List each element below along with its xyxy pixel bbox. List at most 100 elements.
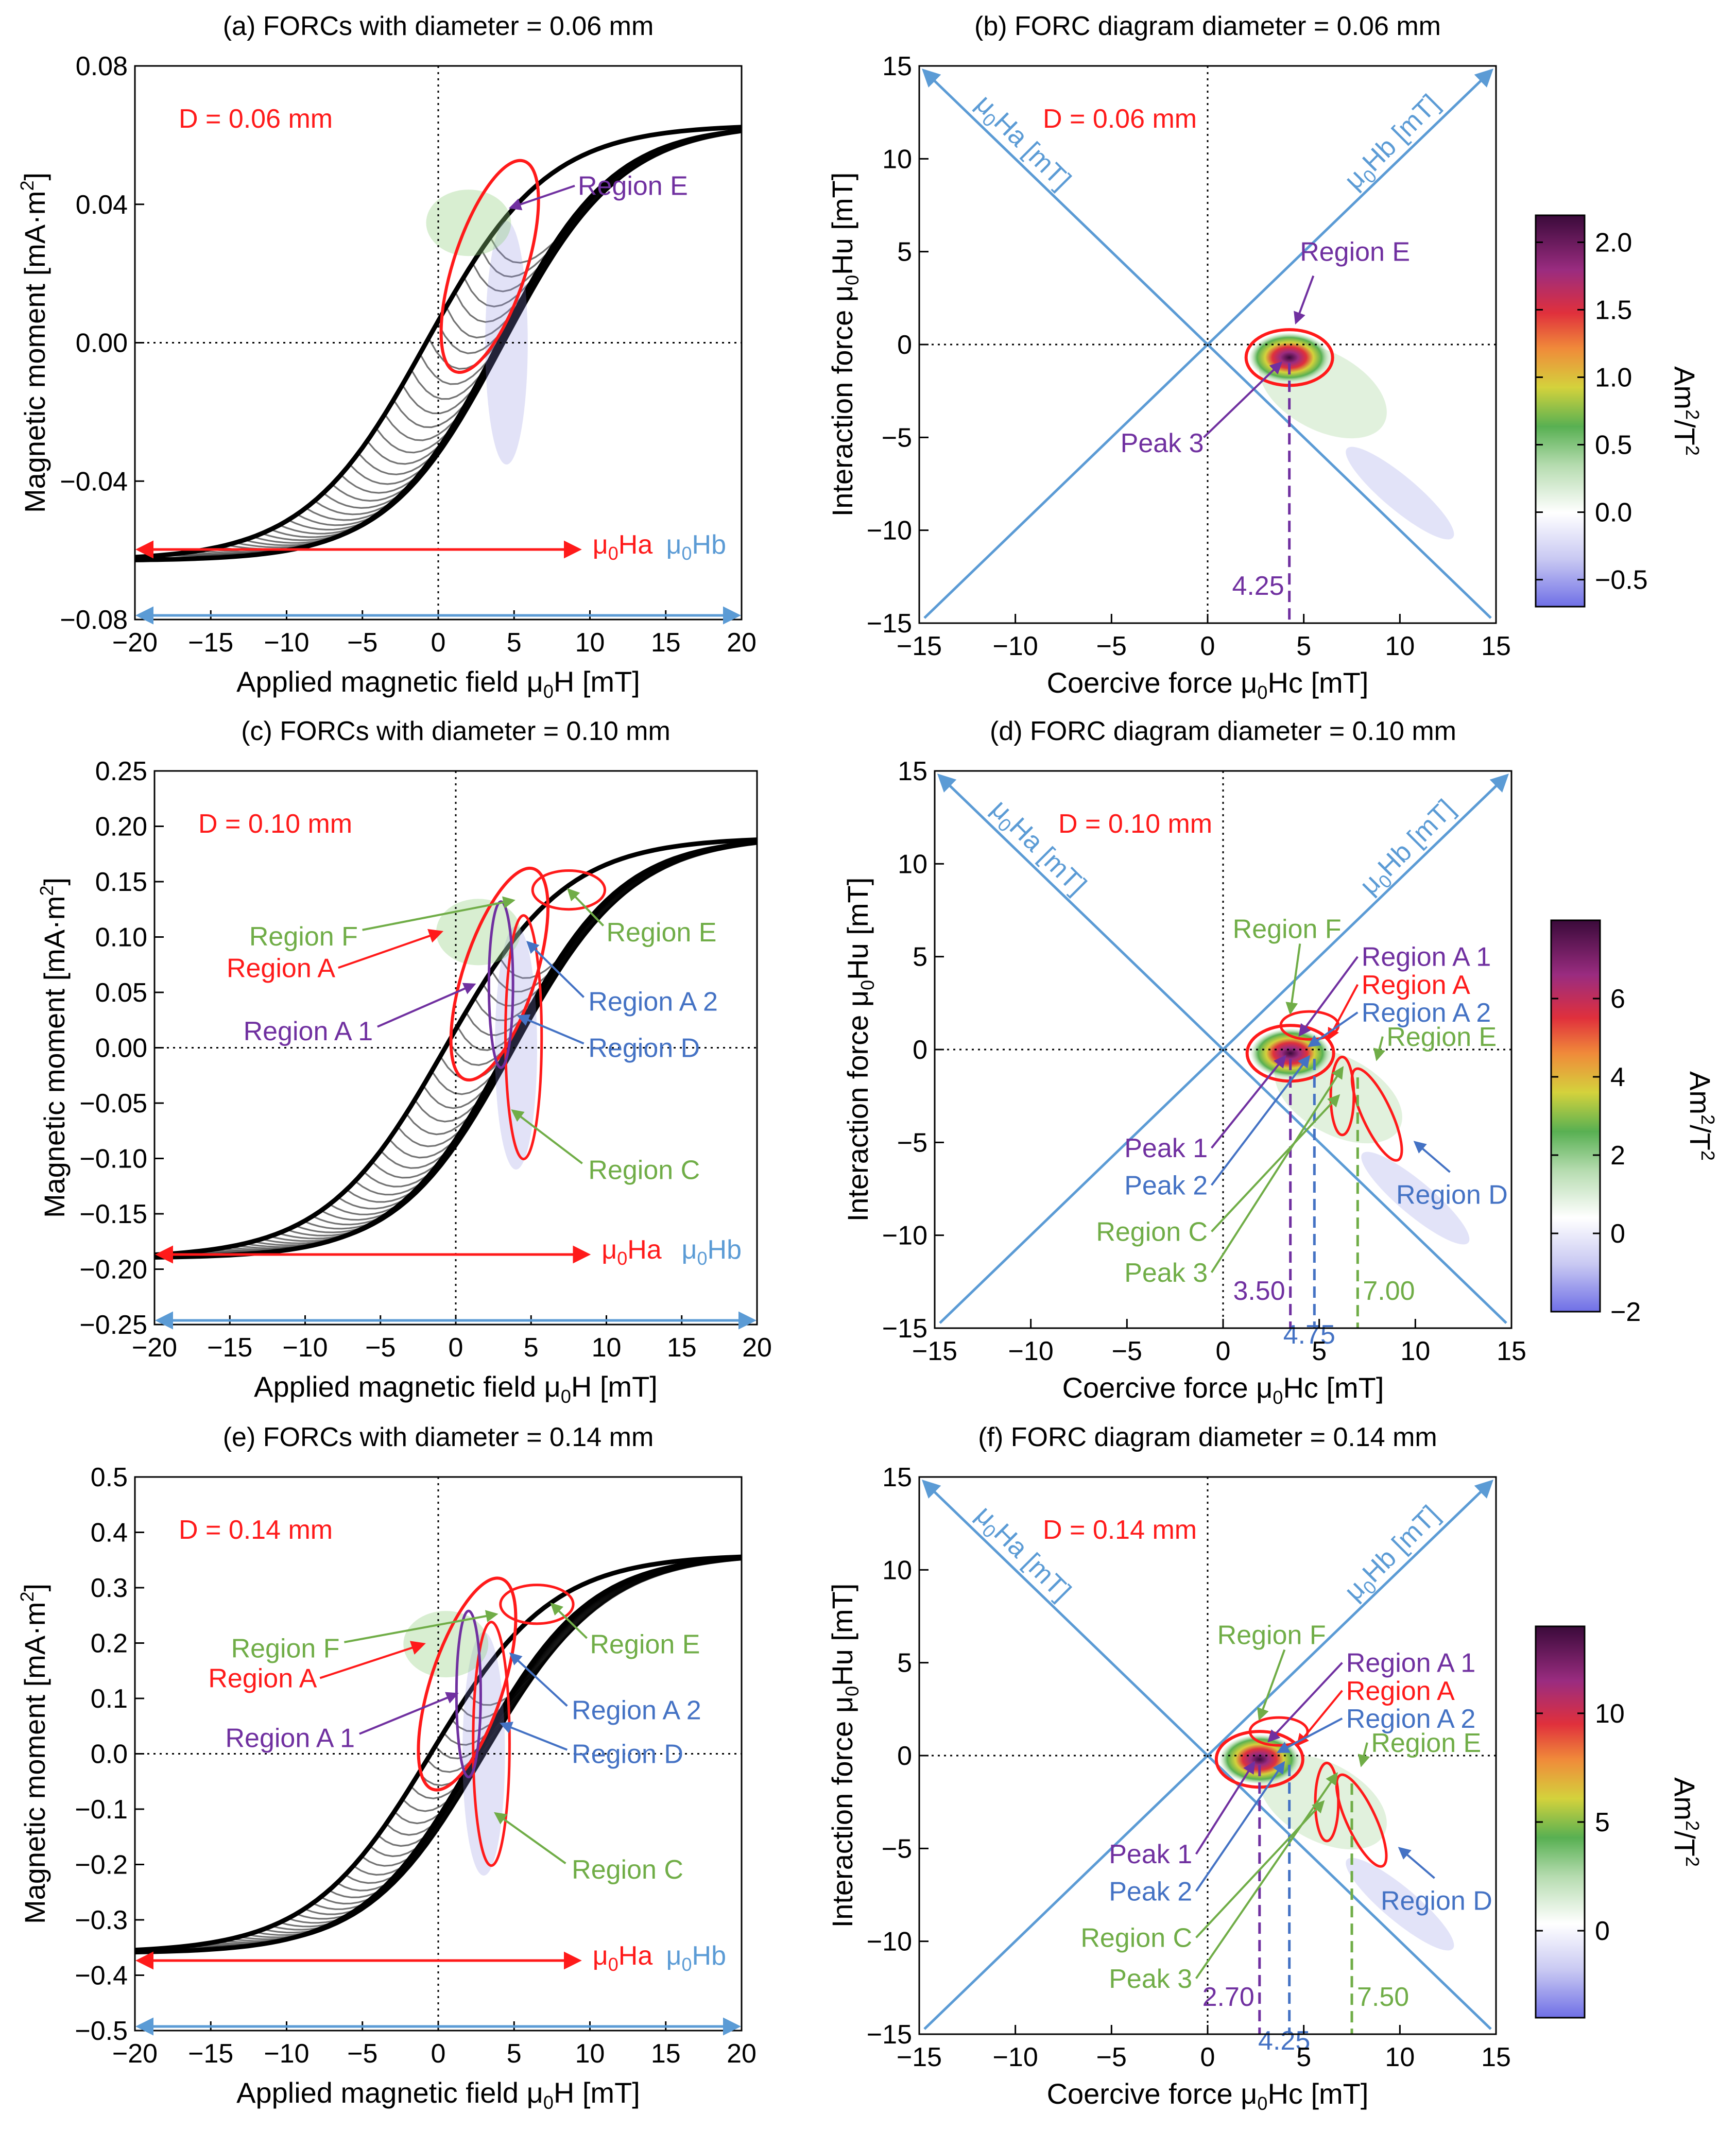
- x-tick-label: 5: [1312, 1336, 1327, 1366]
- x-tick-label: 0: [431, 628, 446, 658]
- forc-curve: [320, 1558, 738, 1905]
- y-tick-label: −5: [897, 1128, 927, 1158]
- right-pointer: [1308, 1011, 1359, 1047]
- y-tick-label: −15: [867, 2020, 912, 2050]
- y-tick-label: 5: [913, 942, 927, 972]
- hb-label: μ0​Hb: [666, 1941, 726, 1975]
- hb-label: μ0​Hb: [682, 1235, 742, 1269]
- density: [1249, 332, 1454, 540]
- region-pointer: [359, 1692, 459, 1735]
- right-label: Region D: [1396, 1180, 1508, 1210]
- region-contour: [531, 869, 607, 911]
- x-tick-label: −15: [188, 2039, 233, 2069]
- region-contour: [504, 914, 543, 1161]
- right-label: Region E: [1386, 1022, 1497, 1052]
- y-tick-label: 0.10: [95, 923, 147, 953]
- x-tick-label: −5: [1112, 1336, 1142, 1366]
- panel-title: (f) FORC diagram diameter = 0.14 mm: [978, 1422, 1437, 1452]
- left-pointer: [1195, 1761, 1256, 1855]
- region-contour: [1350, 1067, 1403, 1162]
- forc-curve: [499, 843, 757, 979]
- region-pointer: [1294, 275, 1315, 325]
- region-label: Region D: [588, 1034, 700, 1063]
- x-tick-label: −15: [897, 2042, 942, 2072]
- colorbar-tick-label: 0: [1610, 1219, 1625, 1249]
- right-label: Region A 2: [1346, 1704, 1476, 1734]
- y-tick-label: 0.00: [95, 1034, 147, 1063]
- x-axis-label: Coercive force μ0​Hc [mT]: [1047, 666, 1369, 703]
- right-pointer: [1285, 943, 1301, 1015]
- x-tick-label: 0: [1200, 2042, 1215, 2072]
- y-tick-label: 0.04: [76, 190, 128, 220]
- peak-marker-label: 2.70: [1202, 1982, 1254, 2012]
- x-tick-label: −10: [993, 2042, 1038, 2072]
- peak-pointer: [1203, 361, 1283, 438]
- y-tick-label: −5: [882, 1834, 912, 1864]
- y-tick-label: −15: [882, 1314, 927, 1344]
- y-tick-label: −0.4: [75, 1961, 128, 1991]
- region-contour: [439, 159, 540, 374]
- x-tick-label: 10: [1400, 1336, 1430, 1366]
- x-axis-label: Applied magnetic field μ0​H [mT]: [236, 2076, 640, 2113]
- y-tick-label: −0.10: [79, 1144, 147, 1174]
- region-label: Region A: [227, 953, 335, 983]
- x-tick-label: −5: [1096, 631, 1127, 661]
- y-axis-label: Magnetic moment [mA·m2​]: [36, 878, 71, 1218]
- region-pointer: [319, 1641, 426, 1679]
- hb-axis-label: μ0​Hb [mT]: [1338, 89, 1448, 198]
- right-pointer: [1276, 1717, 1343, 1754]
- x-tick-label: 10: [575, 2039, 605, 2069]
- y-tick-label: 0.2: [91, 1629, 128, 1659]
- region-label: Region A: [208, 1663, 317, 1693]
- y-tick-label: −0.5: [75, 2016, 128, 2046]
- y-tick-label: 10: [882, 1555, 912, 1585]
- left-pointer: [1210, 1066, 1344, 1273]
- colorbar: [1535, 1625, 1586, 2019]
- y-tick-label: −0.05: [79, 1089, 147, 1119]
- region-pointer: [511, 1109, 583, 1164]
- right-label: Region E: [1371, 1728, 1481, 1758]
- panel-title: (c) FORCs with diameter = 0.10 mm: [241, 716, 671, 746]
- colorbar-tick-label: 1.5: [1595, 295, 1632, 325]
- region-pointer: [567, 888, 605, 926]
- colorbar-label: Am2​/T2​: [1669, 1777, 1703, 1867]
- peak-marker-label: 4.25: [1258, 2026, 1310, 2056]
- x-axis-label: Applied magnetic field μ0​H [mT]: [254, 1370, 658, 1407]
- x-tick-label: −15: [188, 628, 233, 658]
- y-tick-label: 5: [897, 1648, 912, 1678]
- region-pointer: [508, 184, 575, 211]
- forc-diagram-f: (f) FORC diagram diameter = 0.14 mmμ0​Ha…: [826, 1422, 1703, 2114]
- colorbar: [1535, 214, 1586, 608]
- peak-marker-label: 7.50: [1357, 1982, 1409, 2012]
- y-tick-label: 5: [897, 237, 912, 267]
- colorbar-tick-label: −0.5: [1595, 565, 1648, 595]
- x-tick-label: 0: [1216, 1336, 1231, 1366]
- colorbar-label: Am2​/T2​: [1684, 1071, 1718, 1161]
- forc-curve: [346, 842, 753, 1203]
- forc-diagram-d: (d) FORC diagram diameter = 0.10 mmμ0​Ha…: [841, 716, 1718, 1408]
- y-tick-label: 0.4: [91, 1518, 128, 1548]
- x-tick-label: −15: [897, 631, 942, 661]
- x-tick-label: 20: [727, 628, 757, 658]
- region-label: Region C: [588, 1155, 700, 1185]
- region-contour: [487, 900, 514, 1069]
- x-tick-label: 0: [449, 1333, 463, 1363]
- x-tick-label: −5: [1096, 2042, 1127, 2072]
- x-tick-label: −15: [912, 1336, 957, 1366]
- x-tick-label: −10: [282, 1333, 328, 1363]
- forc-curve: [419, 131, 739, 385]
- left-label: Region C: [1080, 1923, 1192, 1953]
- x-tick-label: −5: [347, 628, 377, 658]
- right-label: Region A 1: [1346, 1648, 1476, 1678]
- region-label: Region A 1: [225, 1724, 355, 1754]
- region-pointer: [494, 1812, 566, 1864]
- forc-panel-a: (a) FORCs with diameter = 0.06 mm −20 −15 −…: [16, 11, 757, 702]
- y-tick-label: 10: [898, 849, 927, 879]
- density-smudge: [1346, 446, 1454, 540]
- region-contour: [449, 866, 550, 1082]
- right-pointer: [1267, 1662, 1343, 1743]
- right-label: Region F: [1217, 1621, 1326, 1651]
- y-tick-label: −0.25: [79, 1310, 147, 1340]
- y-tick-label: −10: [867, 516, 912, 546]
- y-tick-label: −0.3: [75, 1905, 128, 1935]
